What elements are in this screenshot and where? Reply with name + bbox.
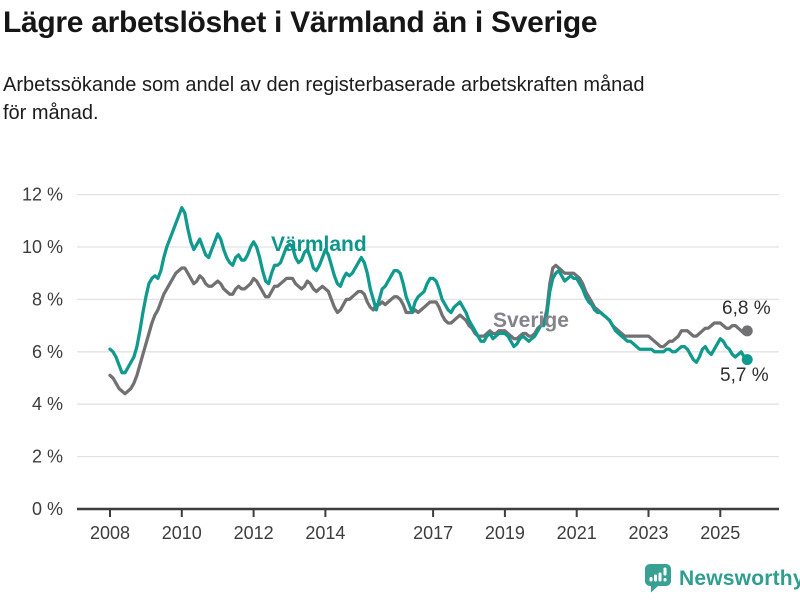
newsworthy-logo: Newsworthy (645, 564, 800, 593)
series-line-värmland (108, 206, 749, 375)
y-tick-label: 2 % (32, 447, 63, 467)
x-tick-label: 2019 (485, 523, 525, 543)
series-label-varmland: Värmland (271, 233, 367, 256)
logo-exclamation-dot (663, 578, 667, 582)
x-tick-label: 2012 (234, 523, 274, 543)
x-tick-label: 2014 (305, 523, 345, 543)
x-tick-label: 2025 (700, 523, 740, 543)
logo-bar-3 (658, 572, 662, 582)
chart-subtitle: Arbetssökande som andel av den registerb… (3, 71, 783, 127)
newsworthy-logo-text: Newsworthy (679, 566, 800, 590)
series-label-sverige: Sverige (493, 309, 569, 332)
y-tick-label: 4 % (32, 394, 63, 414)
x-tick-label: 2010 (162, 523, 202, 543)
series-end-dot-värmland (741, 354, 753, 366)
logo-bar-2 (654, 574, 657, 582)
x-tick-label: 2021 (557, 523, 597, 543)
y-tick-label: 6 % (32, 342, 63, 362)
chart-subtitle-line2: för månad. (3, 102, 99, 124)
logo-bar-1 (649, 577, 653, 582)
page-title: Lägre arbetslöshet i Värmland än i Sveri… (3, 6, 598, 39)
y-tick-label: 8 % (32, 289, 63, 309)
y-tick-label: 0 % (32, 499, 63, 519)
chart-subtitle-line1: Arbetssökande som andel av den registerb… (3, 74, 645, 96)
x-tick-label: 2023 (628, 523, 668, 543)
end-value-label-varmland: 5,7 % (720, 365, 769, 386)
series-end-dot-sverige (741, 325, 753, 337)
logo-exclamation-bar (663, 567, 667, 576)
x-tick-label: 2008 (90, 523, 130, 543)
newsworthy-logo-icon (645, 564, 671, 593)
series-line-sverige (108, 263, 749, 396)
end-value-label-sverige: 6,8 % (722, 298, 771, 319)
y-tick-label: 12 % (22, 185, 63, 205)
y-tick-label: 10 % (22, 237, 63, 257)
x-tick-label: 2017 (413, 523, 453, 543)
